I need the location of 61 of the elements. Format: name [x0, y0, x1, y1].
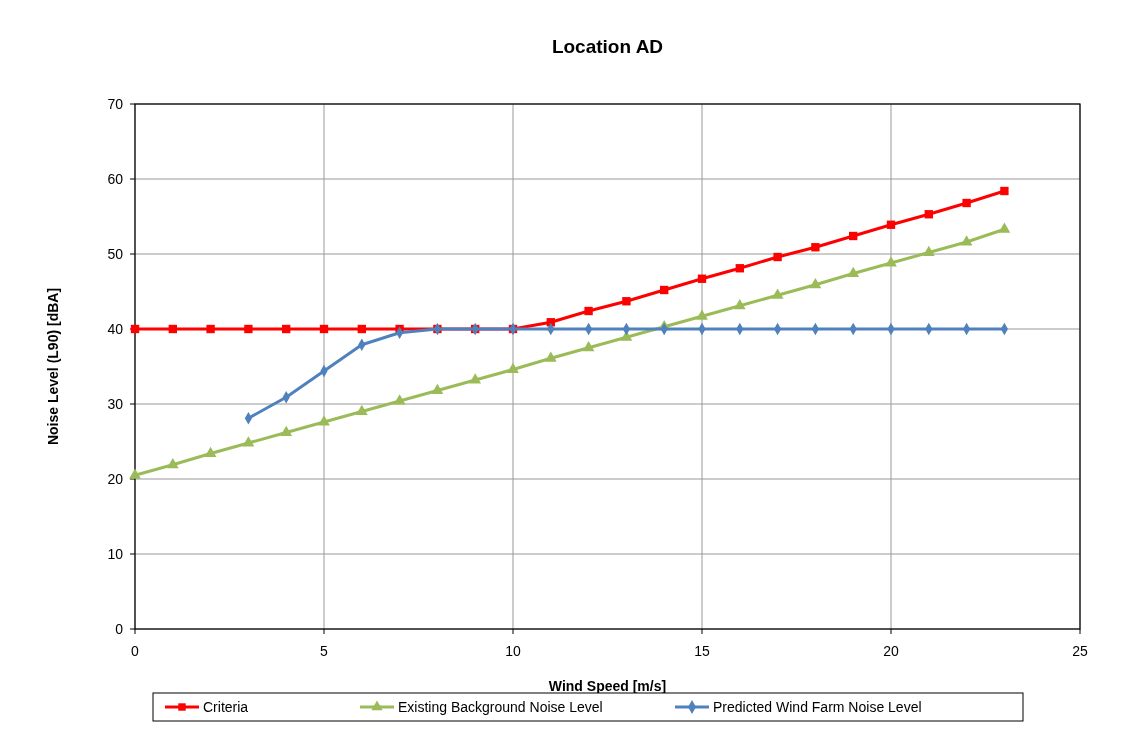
point — [849, 231, 858, 241]
point — [962, 198, 971, 208]
y-tick-label: 40 — [107, 321, 124, 337]
y-tick-label: 0 — [115, 621, 124, 637]
point — [168, 324, 177, 334]
x-tick-label: 15 — [694, 643, 710, 659]
y-axis-title: Noise Level (L90) [dBA] — [45, 287, 61, 446]
point — [584, 306, 593, 316]
point — [885, 256, 897, 267]
point — [922, 245, 935, 256]
point — [924, 210, 933, 219]
point — [1000, 186, 1009, 196]
point — [166, 457, 179, 469]
point — [735, 264, 744, 273]
point — [771, 288, 784, 299]
point — [129, 468, 141, 479]
point — [507, 362, 519, 373]
point — [697, 274, 707, 283]
point — [244, 324, 253, 334]
point — [660, 285, 669, 295]
point — [204, 446, 217, 457]
x-tick-label: 25 — [1072, 643, 1088, 659]
y-tick-label: 10 — [107, 546, 124, 562]
y-tick-label: 50 — [107, 246, 124, 262]
x-axis-title: Wind Speed [m/s] — [548, 678, 667, 694]
legend-label: Predicted Wind Farm Noise Level — [713, 699, 922, 715]
point — [282, 324, 291, 334]
point — [998, 222, 1011, 233]
legend-label: Existing Background Noise Level — [398, 699, 603, 715]
point — [206, 324, 215, 334]
point — [582, 340, 595, 352]
y-tick-label: 30 — [107, 396, 124, 412]
point — [280, 425, 293, 436]
y-tick-label: 20 — [107, 471, 124, 487]
x-tick-label: 20 — [883, 643, 899, 659]
point — [357, 324, 366, 334]
y-tick-label: 70 — [107, 96, 124, 112]
point — [960, 235, 973, 246]
point — [696, 309, 708, 320]
y-tick-label: 60 — [107, 171, 124, 187]
point — [622, 297, 631, 306]
point — [809, 277, 822, 289]
point — [773, 252, 782, 262]
point — [318, 415, 330, 426]
point — [469, 373, 482, 384]
point — [733, 298, 746, 310]
chart-title: Location AD — [551, 36, 664, 57]
point — [431, 383, 444, 394]
legend-label: Criteria — [203, 699, 249, 715]
x-tick-label: 10 — [505, 643, 521, 659]
point — [811, 243, 820, 252]
point — [319, 324, 329, 334]
point — [847, 266, 860, 277]
point — [886, 220, 896, 229]
point — [393, 394, 406, 405]
point — [242, 436, 255, 447]
x-tick-label: 0 — [131, 643, 140, 659]
point — [544, 351, 557, 362]
x-tick-label: 5 — [320, 643, 329, 659]
point — [355, 404, 368, 415]
point — [130, 324, 140, 334]
